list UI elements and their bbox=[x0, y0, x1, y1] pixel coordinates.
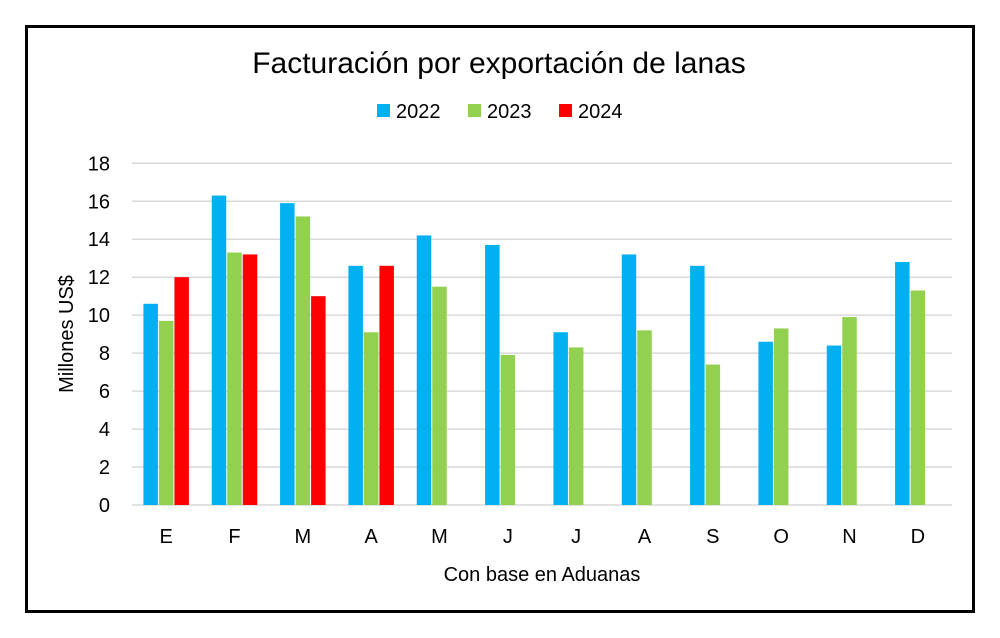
x-tick-label: J bbox=[503, 526, 513, 548]
y-tick-label: 0 bbox=[99, 495, 110, 517]
y-tick-label: 12 bbox=[88, 267, 110, 289]
bar-2023-E bbox=[158, 320, 174, 505]
y-tick-label: 2 bbox=[99, 457, 110, 479]
legend-swatch bbox=[559, 104, 572, 117]
bar-2022-J bbox=[485, 244, 500, 505]
bar-2023-J bbox=[568, 347, 584, 505]
x-tick-label: A bbox=[364, 526, 378, 548]
bar-2023-J bbox=[500, 355, 516, 505]
y-tick-label: 6 bbox=[99, 381, 110, 403]
y-tick-label: 10 bbox=[88, 305, 110, 327]
bar-2023-F bbox=[227, 252, 242, 505]
y-tick-label: 8 bbox=[99, 343, 110, 365]
bar-2022-O bbox=[758, 341, 773, 505]
x-tick-label: E bbox=[159, 526, 172, 548]
y-tick-label: 4 bbox=[99, 419, 110, 441]
bar-2022-F bbox=[211, 195, 227, 506]
bar-2024-A bbox=[379, 265, 394, 505]
x-tick-label: N bbox=[842, 526, 856, 548]
bar-2023-M bbox=[295, 216, 311, 505]
x-tick-label: O bbox=[773, 526, 789, 548]
legend-swatch bbox=[468, 104, 481, 117]
bar-2024-M bbox=[311, 296, 326, 505]
bar-2023-A bbox=[363, 332, 379, 505]
legend: 2022 2023 2024 bbox=[377, 101, 623, 123]
bar-2024-E bbox=[174, 277, 189, 505]
bar-2023-A bbox=[637, 330, 652, 505]
chart-title: Facturación por exportación de lanas bbox=[252, 47, 746, 80]
chart-frame bbox=[25, 25, 975, 613]
bar-2022-M bbox=[416, 235, 432, 506]
x-tick-label: D bbox=[911, 526, 925, 548]
bar-2023-D bbox=[910, 290, 926, 505]
bar-2022-M bbox=[280, 203, 295, 506]
gridlines: 0 2 4 6 8 10 12 14 16 18 bbox=[88, 153, 952, 517]
legend-label: 2024 bbox=[578, 101, 623, 123]
x-tick-label: A bbox=[638, 526, 652, 548]
x-tick-label: M bbox=[431, 526, 448, 548]
legend-swatch bbox=[377, 104, 390, 117]
y-tick-label: 18 bbox=[88, 153, 110, 175]
legend-label: 2023 bbox=[487, 101, 532, 123]
bar-2023-O bbox=[773, 328, 789, 505]
bar-2022-A bbox=[348, 265, 363, 505]
bar-2022-N bbox=[826, 345, 842, 505]
bars bbox=[143, 195, 926, 506]
x-tick-label: M bbox=[294, 526, 311, 548]
bar-2022-J bbox=[553, 332, 568, 505]
bar-2023-M bbox=[432, 286, 447, 505]
bar-2022-D bbox=[895, 262, 910, 505]
x-axis-label: Con base en Aduanas bbox=[444, 564, 641, 586]
x-tick-label: J bbox=[571, 526, 581, 548]
bar-2023-N bbox=[842, 317, 857, 505]
legend-label: 2022 bbox=[396, 101, 441, 123]
bar-2022-S bbox=[690, 265, 705, 505]
bar-2024-F bbox=[242, 254, 258, 505]
bar-2023-S bbox=[705, 364, 721, 505]
bar-2022-A bbox=[621, 254, 637, 505]
x-tick-label: F bbox=[228, 526, 240, 548]
y-tick-label: 16 bbox=[88, 191, 110, 213]
x-tick-label: S bbox=[706, 526, 719, 548]
y-tick-label: 14 bbox=[88, 229, 110, 251]
y-axis-label: Millones US$ bbox=[56, 275, 78, 393]
bar-2022-E bbox=[143, 303, 158, 505]
